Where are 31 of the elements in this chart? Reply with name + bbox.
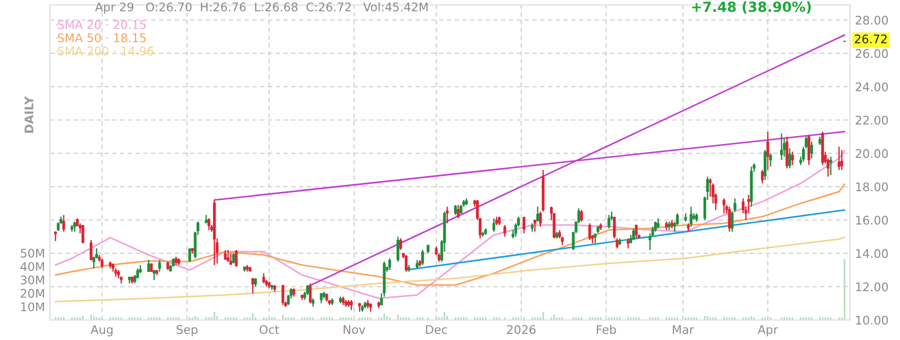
y-tick-label: 10.00	[856, 316, 888, 325]
x-tick-label: 2026	[507, 325, 536, 334]
legend-label: SMA 200 · 14.96	[58, 46, 154, 56]
y-tick-label: 20.00	[856, 149, 888, 158]
x-tick-label: Apr	[758, 325, 778, 336]
y2-tick-label: 50M	[20, 248, 44, 258]
y-tick-label: 22.00	[856, 116, 888, 125]
y-tick-label: 16.00	[856, 216, 888, 225]
x-tick-label: Dec	[426, 325, 447, 334]
x-tick-label: Mar	[672, 325, 694, 334]
y-tick-label: 14.00	[856, 249, 888, 258]
annotation: Apr 29 O:26.70 H:26.76 L:26.68 C:26.72 Vol:45.42M	[95, 2, 428, 14]
annotation: +7.48 (38.90%)	[692, 1, 811, 14]
x-tick-label: Sep	[176, 325, 198, 336]
y-tick-label: 24.00	[856, 82, 888, 92]
y-tick-label: 12.00	[856, 282, 888, 292]
y-tick-label: 18.00	[856, 182, 888, 192]
x-tick-label: Nov	[344, 325, 366, 334]
y2-tick-label: 10M	[21, 302, 44, 312]
y-tick-label: 28.00	[856, 16, 888, 25]
y2-tick-label: 30M	[20, 276, 44, 284]
x-tick-label: Aug	[90, 325, 113, 336]
text: 26.72	[854, 34, 887, 44]
y-tick-label: 26.00	[856, 49, 888, 58]
text: DAILY	[24, 96, 34, 133]
x-tick-label: Oct	[260, 325, 280, 334]
y2-tick-label: 40M	[20, 262, 44, 272]
y2-tick-label: 20M	[20, 288, 44, 298]
legend-label: SMA 20 · 20.15	[58, 20, 146, 30]
x-tick-label: Feb	[596, 324, 616, 334]
legend-label: SMA 50 · 18.15	[58, 33, 146, 42]
